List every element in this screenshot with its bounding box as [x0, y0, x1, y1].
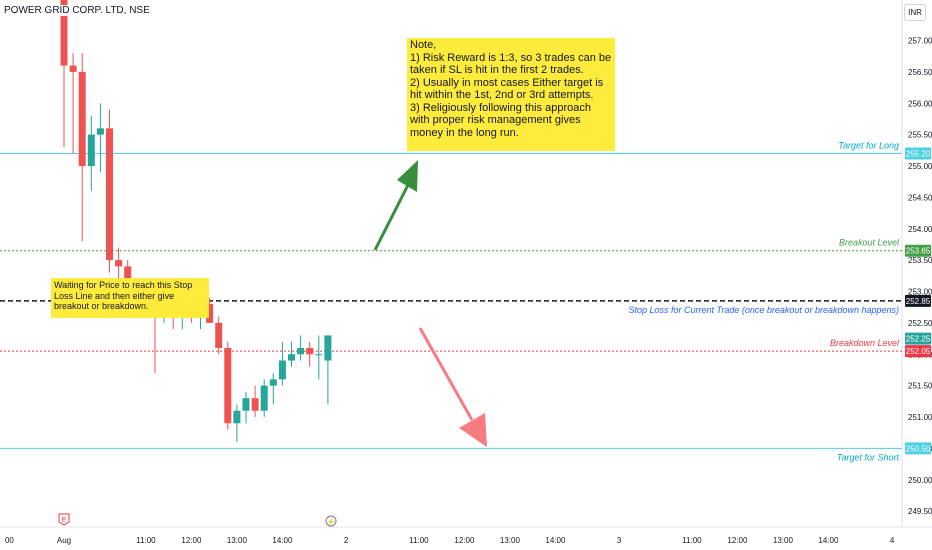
y-tick-label: 253.00	[908, 288, 932, 297]
symbol-title[interactable]: POWER GRID CORP. LTD, NSE	[2, 5, 152, 16]
y-tick-label: 252.50	[908, 319, 932, 328]
x-tick-label: 13:00	[773, 536, 794, 545]
breakdown-price-tag-label: 252.05	[906, 347, 931, 356]
candle-body[interactable]	[215, 322, 223, 348]
x-tick-label: 4	[890, 536, 895, 545]
target-short-price-tag	[905, 442, 931, 455]
candle-body[interactable]	[306, 347, 314, 355]
y-tick-label: 255.50	[908, 131, 932, 140]
breakdown-label[interactable]: Breakdown Level	[830, 338, 900, 348]
candle-body[interactable]	[106, 128, 113, 261]
candle-body[interactable]	[278, 360, 286, 380]
candle-body[interactable]	[115, 260, 123, 267]
candle-body[interactable]	[324, 335, 332, 361]
stoploss-price-tag	[905, 294, 931, 307]
x-tick-label: 2	[344, 536, 349, 545]
note-callout[interactable]: Note, 1) Risk Reward is 1:3, so 3 trades…	[407, 38, 615, 151]
x-tick-label: 13:00	[500, 536, 521, 545]
candle-body[interactable]	[297, 347, 305, 355]
breakout-label[interactable]: Breakout Level	[839, 238, 900, 248]
candle-body[interactable]	[242, 398, 250, 411]
y-tick-label: 251.50	[908, 382, 932, 391]
y-tick-label: 254.00	[908, 225, 932, 234]
x-tick-label: 14:00	[272, 536, 293, 545]
candle-body[interactable]	[60, 0, 68, 66]
target-long-label[interactable]: Target for Long	[838, 140, 899, 150]
y-tick-label: 250.00	[908, 476, 932, 485]
down-arrow-shaft	[418, 327, 474, 421]
x-tick-label: 00	[5, 536, 14, 545]
y-tick-label: 251.00	[908, 413, 932, 422]
candle-body[interactable]	[96, 128, 104, 135]
candle-body[interactable]	[78, 71, 86, 166]
currency-button[interactable]: INR	[904, 4, 926, 21]
last-price-tag	[905, 332, 931, 345]
dividend-icon[interactable]	[325, 515, 337, 527]
x-tick-label: 3	[617, 536, 622, 545]
earnings-icon[interactable]	[58, 513, 70, 526]
breakdown-price-tag	[905, 345, 931, 358]
x-tick-label: 12:00	[454, 536, 475, 545]
candle-body[interactable]	[224, 347, 232, 424]
x-tick-label: 13:00	[227, 536, 248, 545]
y-tick-label: 256.00	[908, 99, 932, 108]
earnings-icon-glyph: E	[62, 517, 67, 524]
candle-body[interactable]	[251, 398, 259, 411]
up-arrow-head	[397, 160, 418, 192]
breakout-price-tag	[905, 244, 931, 257]
candle-body[interactable]	[233, 410, 241, 424]
candle-body[interactable]	[269, 379, 277, 386]
candle-body[interactable]	[87, 134, 95, 166]
up-arrow-shaft	[373, 184, 410, 251]
stoploss-price-tag-label: 252.85	[906, 297, 931, 306]
x-tick-label: 11:00	[682, 536, 702, 545]
target-short-label[interactable]: Target for Short	[837, 452, 900, 462]
x-tick-label: 11:00	[409, 536, 429, 545]
down-arrow-head	[459, 413, 487, 447]
last-price-tag-label: 252.25	[906, 335, 931, 344]
y-tick-label: 256.50	[908, 68, 932, 77]
x-tick-label: 12:00	[181, 536, 202, 545]
x-tick-label: 14:00	[818, 536, 839, 545]
y-tick-label: 255.00	[908, 162, 932, 171]
candle-body[interactable]	[206, 304, 214, 323]
x-tick-label: 14:00	[545, 536, 566, 545]
target-long-price-tag	[905, 147, 931, 160]
candle-body[interactable]	[315, 354, 323, 356]
y-tick-label: 249.50	[908, 507, 932, 516]
candle-body[interactable]	[69, 65, 77, 72]
y-tick-label: 257.00	[908, 37, 932, 46]
y-tick-label: 254.50	[908, 193, 932, 202]
candle-body[interactable]	[260, 385, 268, 411]
stoploss-label[interactable]: Stop Loss for Current Trade (once breako…	[629, 305, 899, 315]
breakout-price-tag-label: 253.65	[906, 247, 931, 256]
x-tick-label: 12:00	[727, 536, 748, 545]
x-tick-label: Aug	[57, 536, 71, 545]
y-tick-label: 253.50	[908, 256, 932, 265]
candle-body[interactable]	[288, 354, 295, 361]
dividend-icon-glyph: ⚡	[327, 517, 336, 526]
target-short-price-tag-label: 250.50	[906, 444, 931, 453]
x-tick-label: 11:00	[136, 536, 156, 545]
waiting-callout[interactable]: Waiting for Price to reach this Stop Los…	[51, 278, 209, 318]
target-long-price-tag-label: 255.20	[906, 149, 931, 158]
